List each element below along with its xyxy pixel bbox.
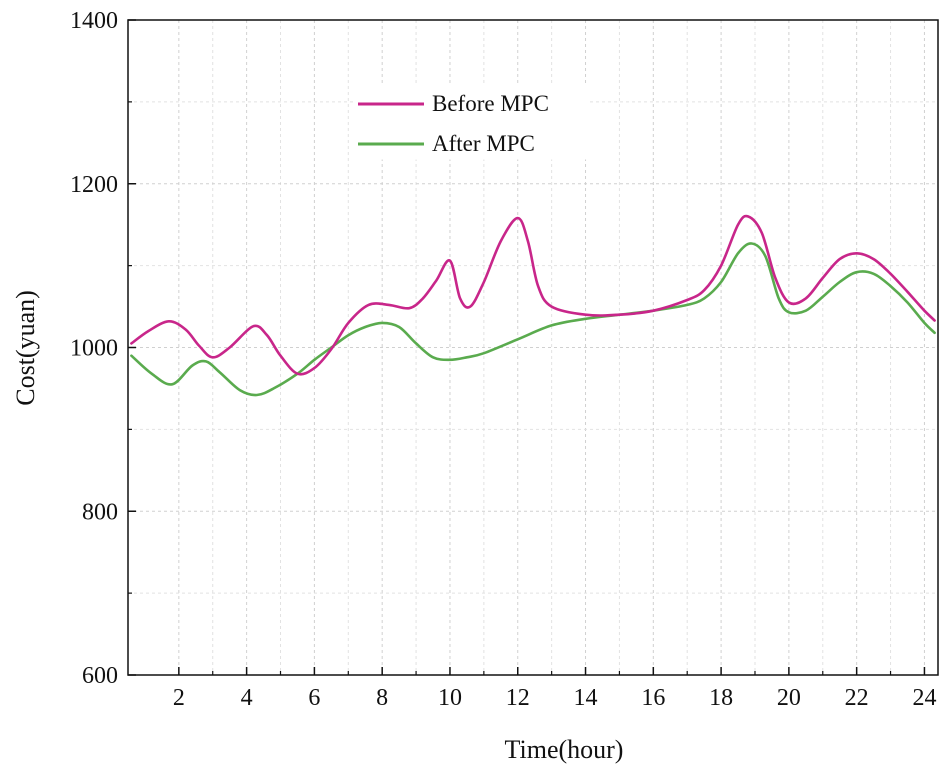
x-tick-label: 24 [912,685,936,711]
y-axis-label: Cost(yuan) [11,290,40,406]
x-tick-label: 6 [308,685,320,711]
series-line-after-mpc [130,242,936,397]
x-tick-label: 18 [709,685,733,711]
series-lines [130,214,936,397]
y-axis-ticks: 600 800 1000 1200 1400 [70,8,136,689]
legend-label-before: Before MPC [432,91,549,116]
y-tick-label: 800 [82,499,118,525]
x-tick-label: 20 [777,685,801,711]
x-axis-label: Time(hour) [505,735,624,764]
legend-label-after: After MPC [432,131,535,156]
series-line-before-mpc [130,214,936,376]
plot-frame [127,19,939,676]
x-tick-label: 12 [506,685,530,711]
x-tick-label: 16 [641,685,665,711]
x-tick-label: 10 [438,685,462,711]
legend: Before MPC After MPC [354,84,589,160]
y-tick-label: 600 [82,663,118,689]
legend-box [354,84,589,160]
y-tick-label: 1000 [70,336,118,362]
x-tick-label: 4 [241,685,253,711]
x-tick-label: 8 [376,685,388,711]
y-tick-label: 1400 [70,8,118,34]
x-tick-label: 2 [173,685,185,711]
x-tick-label: 14 [574,685,598,711]
x-axis-ticks: 2 4 6 8 10 12 14 16 18 20 22 24 [173,667,936,711]
x-tick-label: 22 [845,685,869,711]
y-tick-label: 1200 [70,172,118,198]
